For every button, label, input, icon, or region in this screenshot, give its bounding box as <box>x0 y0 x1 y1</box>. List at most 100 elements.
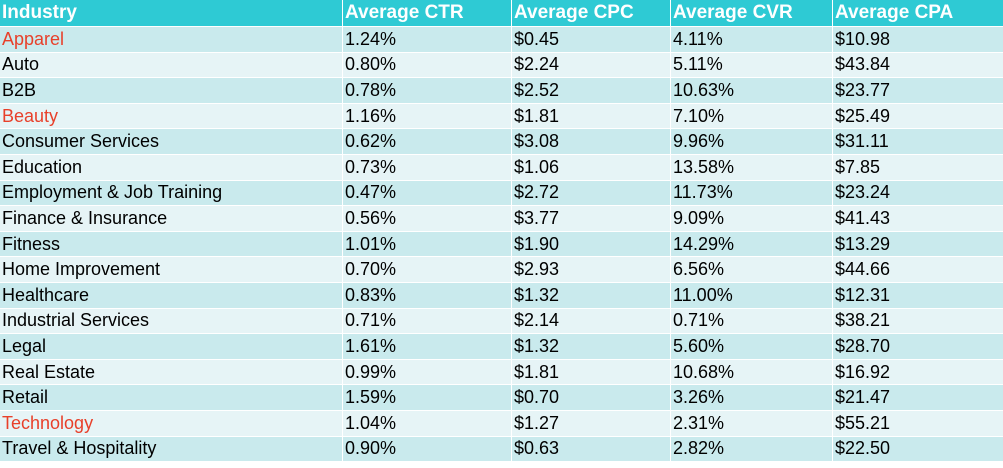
cpc-cell[interactable]: $1.06 <box>512 155 671 181</box>
ctr-cell[interactable]: 0.73% <box>343 155 512 181</box>
industry-cell[interactable]: Beauty <box>0 103 343 130</box>
industry-cell[interactable]: B2B <box>0 78 343 104</box>
ctr-cell[interactable]: 0.99% <box>343 359 512 386</box>
header-average-cpa[interactable]: Average CPA <box>833 0 1003 27</box>
cpc-cell[interactable]: $2.24 <box>512 52 671 79</box>
industry-cell[interactable]: Employment & Job Training <box>0 180 343 207</box>
cvr-cell[interactable]: 11.00% <box>671 283 833 309</box>
ctr-cell[interactable]: 1.24% <box>343 27 512 53</box>
industry-cell[interactable]: Education <box>0 155 343 181</box>
ctr-cell[interactable]: 0.56% <box>343 206 512 232</box>
industry-cell[interactable]: Finance & Insurance <box>0 206 343 232</box>
cvr-cell[interactable]: 0.71% <box>671 308 833 335</box>
cpa-cell[interactable]: $23.24 <box>833 180 1003 207</box>
cpc-cell[interactable]: $1.81 <box>512 103 671 130</box>
cpc-cell[interactable]: $0.70 <box>512 385 671 411</box>
cvr-cell[interactable]: 13.58% <box>671 155 833 181</box>
cvr-cell[interactable]: 2.31% <box>671 411 833 437</box>
cpc-cell[interactable]: $0.63 <box>512 436 671 463</box>
industry-cell[interactable]: Consumer Services <box>0 129 343 155</box>
cvr-cell[interactable]: 3.26% <box>671 385 833 411</box>
cvr-cell[interactable]: 9.09% <box>671 206 833 232</box>
cpa-cell[interactable]: $13.29 <box>833 231 1003 258</box>
cpc-cell[interactable]: $1.90 <box>512 231 671 258</box>
header-average-cvr[interactable]: Average CVR <box>671 0 833 27</box>
cpc-cell[interactable]: $3.77 <box>512 206 671 232</box>
industry-cell[interactable]: Real Estate <box>0 359 343 386</box>
cvr-cell[interactable]: 11.73% <box>671 180 833 207</box>
cpc-cell[interactable]: $1.27 <box>512 411 671 437</box>
table-row: B2B 0.78% $2.52 10.63% $23.77 <box>0 78 1003 104</box>
ctr-cell[interactable]: 0.47% <box>343 180 512 207</box>
industry-cell[interactable]: Industrial Services <box>0 308 343 335</box>
cpc-cell[interactable]: $3.08 <box>512 129 671 155</box>
table-row: Auto 0.80% $2.24 5.11% $43.84 <box>0 52 1003 79</box>
cpa-cell[interactable]: $10.98 <box>833 27 1003 53</box>
cvr-cell[interactable]: 2.82% <box>671 436 833 463</box>
cpa-cell[interactable]: $44.66 <box>833 257 1003 283</box>
cvr-cell[interactable]: 5.60% <box>671 334 833 360</box>
cpa-cell[interactable]: $7.85 <box>833 155 1003 181</box>
cpa-cell[interactable]: $12.31 <box>833 283 1003 309</box>
table-row: Consumer Services 0.62% $3.08 9.96% $31.11 <box>0 129 1003 155</box>
cpa-cell[interactable]: $41.43 <box>833 206 1003 232</box>
cvr-cell[interactable]: 10.63% <box>671 78 833 104</box>
cvr-cell[interactable]: 14.29% <box>671 231 833 258</box>
cpa-cell[interactable]: $25.49 <box>833 103 1003 130</box>
cpc-cell[interactable]: $1.32 <box>512 334 671 360</box>
cpc-cell[interactable]: $2.14 <box>512 308 671 335</box>
industry-cell[interactable]: Fitness <box>0 231 343 258</box>
cvr-cell[interactable]: 9.96% <box>671 129 833 155</box>
ctr-cell[interactable]: 1.01% <box>343 231 512 258</box>
cpc-cell[interactable]: $1.32 <box>512 283 671 309</box>
ctr-cell[interactable]: 1.61% <box>343 334 512 360</box>
ctr-cell[interactable]: 0.70% <box>343 257 512 283</box>
ctr-cell[interactable]: 1.16% <box>343 103 512 130</box>
cvr-cell[interactable]: 7.10% <box>671 103 833 130</box>
table-row: Home Improvement 0.70% $2.93 6.56% $44.66 <box>0 257 1003 283</box>
table-row: Real Estate 0.99% $1.81 10.68% $16.92 <box>0 359 1003 386</box>
cpc-cell[interactable]: $2.72 <box>512 180 671 207</box>
cpa-cell[interactable]: $21.47 <box>833 385 1003 411</box>
cpa-cell[interactable]: $22.50 <box>833 436 1003 463</box>
ctr-cell[interactable]: 1.04% <box>343 411 512 437</box>
cpa-cell[interactable]: $28.70 <box>833 334 1003 360</box>
ctr-cell[interactable]: 0.90% <box>343 436 512 463</box>
industry-cell[interactable]: Legal <box>0 334 343 360</box>
industry-cell[interactable]: Auto <box>0 52 343 79</box>
cpc-cell[interactable]: $1.81 <box>512 359 671 386</box>
cpa-cell[interactable]: $23.77 <box>833 78 1003 104</box>
ctr-cell[interactable]: 0.62% <box>343 129 512 155</box>
cpa-cell[interactable]: $55.21 <box>833 411 1003 437</box>
industry-cell[interactable]: Apparel <box>0 27 343 53</box>
cpc-cell[interactable]: $0.45 <box>512 27 671 53</box>
cvr-cell[interactable]: 5.11% <box>671 52 833 79</box>
cpa-cell[interactable]: $43.84 <box>833 52 1003 79</box>
cpa-cell[interactable]: $31.11 <box>833 129 1003 155</box>
industry-cell[interactable]: Travel & Hospitality <box>0 436 343 463</box>
table-row: Travel & Hospitality 0.90% $0.63 2.82% $22.5… <box>0 436 1003 463</box>
header-average-cpc[interactable]: Average CPC <box>512 0 671 27</box>
industry-cell[interactable]: Healthcare <box>0 283 343 309</box>
industry-cell[interactable]: Home Improvement <box>0 257 343 283</box>
cvr-cell[interactable]: 10.68% <box>671 359 833 386</box>
ctr-cell[interactable]: 1.59% <box>343 385 512 411</box>
ctr-cell[interactable]: 0.83% <box>343 283 512 309</box>
table-row: Retail 1.59% $0.70 3.26% $21.47 <box>0 385 1003 411</box>
cpa-cell[interactable]: $16.92 <box>833 359 1003 386</box>
ctr-cell[interactable]: 0.80% <box>343 52 512 79</box>
cpa-cell[interactable]: $38.21 <box>833 308 1003 335</box>
table-row: Employment & Job Training 0.47% $2.72 11.73… <box>0 180 1003 207</box>
cvr-cell[interactable]: 4.11% <box>671 27 833 53</box>
header-industry[interactable]: Industry <box>0 0 343 27</box>
ctr-cell[interactable]: 0.78% <box>343 78 512 104</box>
cpc-cell[interactable]: $2.52 <box>512 78 671 104</box>
industry-cell[interactable]: Retail <box>0 385 343 411</box>
industry-cell[interactable]: Technology <box>0 411 343 437</box>
table-row: Technology 1.04% $1.27 2.31% $55.21 <box>0 411 1003 437</box>
cvr-cell[interactable]: 6.56% <box>671 257 833 283</box>
header-average-ctr[interactable]: Average CTR <box>343 0 512 27</box>
table-row: Apparel 1.24% $0.45 4.11% $10.98 <box>0 27 1003 53</box>
ctr-cell[interactable]: 0.71% <box>343 308 512 335</box>
cpc-cell[interactable]: $2.93 <box>512 257 671 283</box>
